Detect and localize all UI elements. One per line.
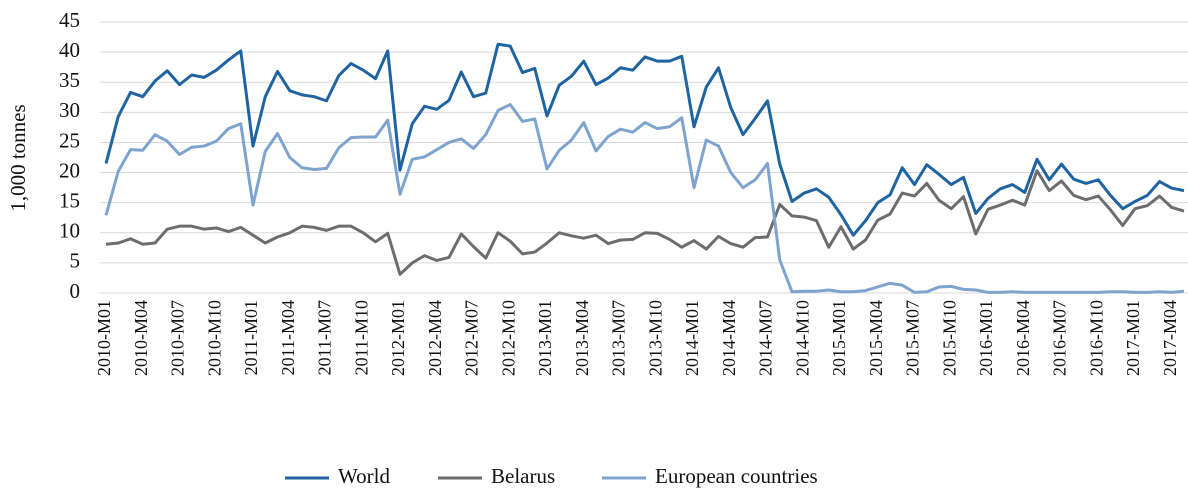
- y-tick-label: 35: [59, 68, 80, 92]
- data-line: [105, 169, 1185, 276]
- x-tick-label: 2015-M07: [903, 300, 923, 376]
- x-tick-label: 2013-M01: [535, 300, 555, 376]
- x-tick-label: 2014-M10: [792, 300, 812, 376]
- y-axis-label: 1,000 tonnes: [6, 104, 30, 211]
- y-tick-label: 10: [59, 219, 80, 243]
- x-tick-label: 2012-M10: [498, 300, 518, 376]
- legend-label: Belarus: [491, 464, 555, 488]
- x-tick-label: 2014-M07: [756, 300, 776, 376]
- x-tick-label: 2010-M01: [94, 300, 114, 376]
- x-tick-label: 2011-M04: [278, 300, 298, 375]
- y-tick-label: 45: [59, 8, 80, 32]
- x-tick-label: 2011-M07: [315, 300, 335, 375]
- x-tick-label: 2010-M07: [168, 300, 188, 376]
- x-tick-label: 2014-M04: [719, 300, 739, 376]
- x-tick-label: 2012-M04: [425, 300, 445, 376]
- legend-label: World: [338, 464, 390, 488]
- y-tick-label: 0: [70, 279, 81, 303]
- x-tick-label: 2016-M01: [976, 300, 996, 376]
- y-tick-label: 15: [59, 188, 80, 212]
- x-tick-label: 2010-M10: [204, 300, 224, 376]
- data-line: [104, 103, 1185, 294]
- x-tick-label: 2016-M04: [1013, 300, 1033, 376]
- x-tick-label: 2012-M01: [388, 300, 408, 376]
- x-tick-label: 2011-M01: [241, 300, 261, 375]
- x-tick-label: 2015-M01: [829, 300, 849, 376]
- y-tick-label: 25: [59, 128, 80, 152]
- x-tick-label: 2013-M07: [609, 300, 629, 376]
- y-tick-label: 30: [59, 98, 80, 122]
- x-tick-label: 2017-M01: [1123, 300, 1143, 376]
- legend-label: European countries: [655, 464, 818, 488]
- y-tick-label: 20: [59, 158, 80, 182]
- x-tick-label: 2016-M10: [1086, 300, 1106, 376]
- x-tick-label: 2017-M04: [1160, 300, 1180, 376]
- x-tick-label: 2013-M10: [645, 300, 665, 376]
- data-line: [104, 42, 1185, 237]
- x-tick-label: 2012-M07: [462, 300, 482, 376]
- x-tick-label: 2010-M04: [131, 300, 151, 376]
- x-tick-label: 2013-M04: [572, 300, 592, 376]
- y-tick-label: 40: [59, 38, 80, 62]
- x-tick-label: 2015-M04: [866, 300, 886, 376]
- y-tick-label: 5: [70, 249, 81, 273]
- x-tick-label: 2015-M10: [939, 300, 959, 376]
- x-tick-label: 2016-M07: [1050, 300, 1070, 376]
- x-tick-label: 2011-M10: [351, 300, 371, 375]
- x-tick-label: 2014-M01: [682, 300, 702, 376]
